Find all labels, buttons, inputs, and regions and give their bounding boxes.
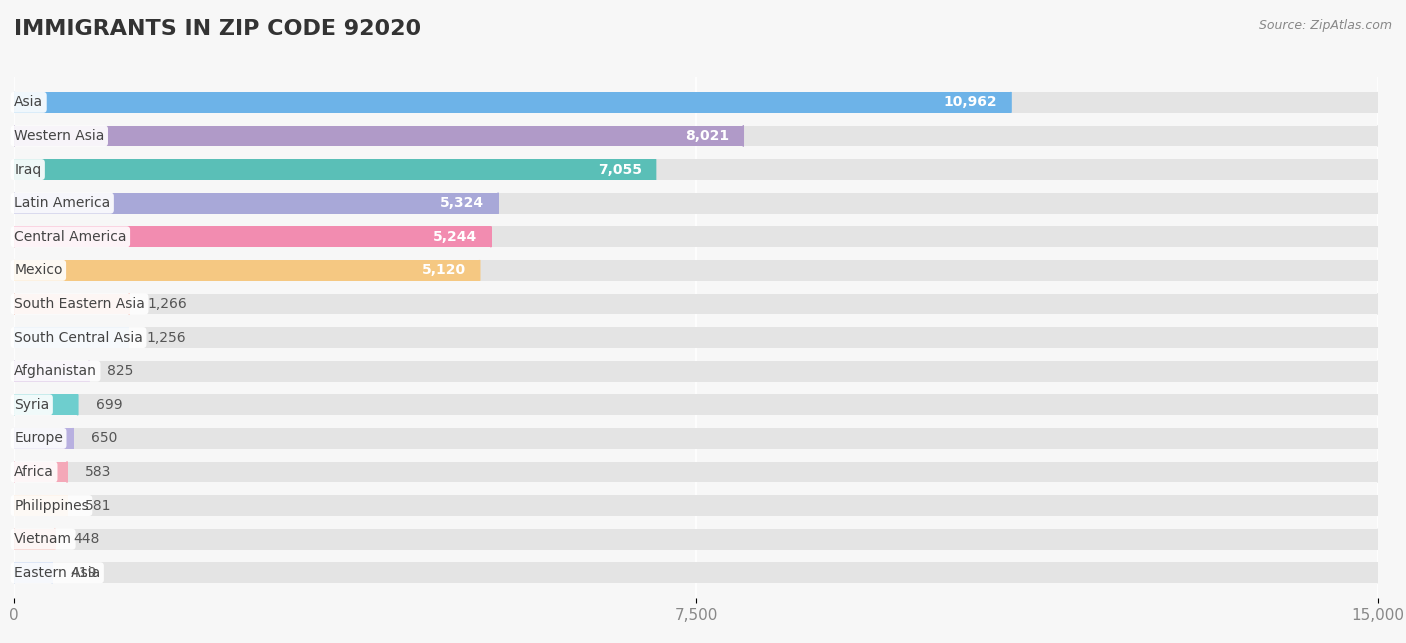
Text: 10,962: 10,962	[943, 95, 997, 109]
FancyBboxPatch shape	[14, 495, 1378, 516]
Text: Philippines: Philippines	[14, 498, 89, 512]
FancyBboxPatch shape	[14, 529, 1378, 550]
FancyBboxPatch shape	[14, 226, 491, 247]
FancyBboxPatch shape	[14, 327, 128, 348]
Text: 583: 583	[86, 465, 111, 479]
Text: Iraq: Iraq	[14, 163, 41, 177]
FancyBboxPatch shape	[14, 125, 744, 147]
Text: Western Asia: Western Asia	[14, 129, 104, 143]
Text: 825: 825	[107, 364, 134, 378]
Text: Central America: Central America	[14, 230, 127, 244]
Text: 448: 448	[73, 532, 100, 546]
FancyBboxPatch shape	[14, 260, 479, 281]
Text: Source: ZipAtlas.com: Source: ZipAtlas.com	[1258, 19, 1392, 32]
Text: Afghanistan: Afghanistan	[14, 364, 97, 378]
Text: 581: 581	[86, 498, 111, 512]
FancyBboxPatch shape	[14, 294, 1378, 314]
FancyBboxPatch shape	[14, 462, 67, 482]
FancyBboxPatch shape	[14, 327, 1378, 348]
Text: Latin America: Latin America	[14, 196, 111, 210]
FancyBboxPatch shape	[14, 159, 1378, 180]
Text: 419: 419	[70, 566, 97, 580]
Text: 650: 650	[91, 431, 118, 446]
FancyBboxPatch shape	[14, 394, 77, 415]
Text: Eastern Asia: Eastern Asia	[14, 566, 100, 580]
FancyBboxPatch shape	[14, 92, 1011, 113]
FancyBboxPatch shape	[14, 125, 1378, 147]
FancyBboxPatch shape	[14, 361, 1378, 381]
Text: IMMIGRANTS IN ZIP CODE 92020: IMMIGRANTS IN ZIP CODE 92020	[14, 19, 422, 39]
Text: Europe: Europe	[14, 431, 63, 446]
FancyBboxPatch shape	[14, 529, 55, 550]
Text: 1,256: 1,256	[146, 331, 186, 345]
Text: South Central Asia: South Central Asia	[14, 331, 143, 345]
FancyBboxPatch shape	[14, 428, 1378, 449]
Text: 5,244: 5,244	[433, 230, 477, 244]
FancyBboxPatch shape	[14, 92, 1378, 113]
FancyBboxPatch shape	[14, 193, 1378, 213]
Text: 7,055: 7,055	[598, 163, 643, 177]
Text: 8,021: 8,021	[686, 129, 730, 143]
Text: Mexico: Mexico	[14, 264, 63, 277]
FancyBboxPatch shape	[14, 294, 129, 314]
Text: Africa: Africa	[14, 465, 53, 479]
Text: 1,266: 1,266	[148, 297, 187, 311]
FancyBboxPatch shape	[14, 495, 67, 516]
Text: 699: 699	[96, 398, 122, 412]
FancyBboxPatch shape	[14, 159, 655, 180]
Text: 5,120: 5,120	[422, 264, 465, 277]
FancyBboxPatch shape	[14, 462, 1378, 482]
FancyBboxPatch shape	[14, 563, 1378, 583]
FancyBboxPatch shape	[14, 260, 1378, 281]
Text: Vietnam: Vietnam	[14, 532, 72, 546]
Text: Asia: Asia	[14, 95, 44, 109]
FancyBboxPatch shape	[14, 428, 73, 449]
FancyBboxPatch shape	[14, 563, 52, 583]
FancyBboxPatch shape	[14, 193, 498, 213]
Text: Syria: Syria	[14, 398, 49, 412]
FancyBboxPatch shape	[14, 226, 1378, 247]
Text: 5,324: 5,324	[440, 196, 485, 210]
FancyBboxPatch shape	[14, 361, 89, 381]
FancyBboxPatch shape	[14, 394, 1378, 415]
Text: South Eastern Asia: South Eastern Asia	[14, 297, 145, 311]
